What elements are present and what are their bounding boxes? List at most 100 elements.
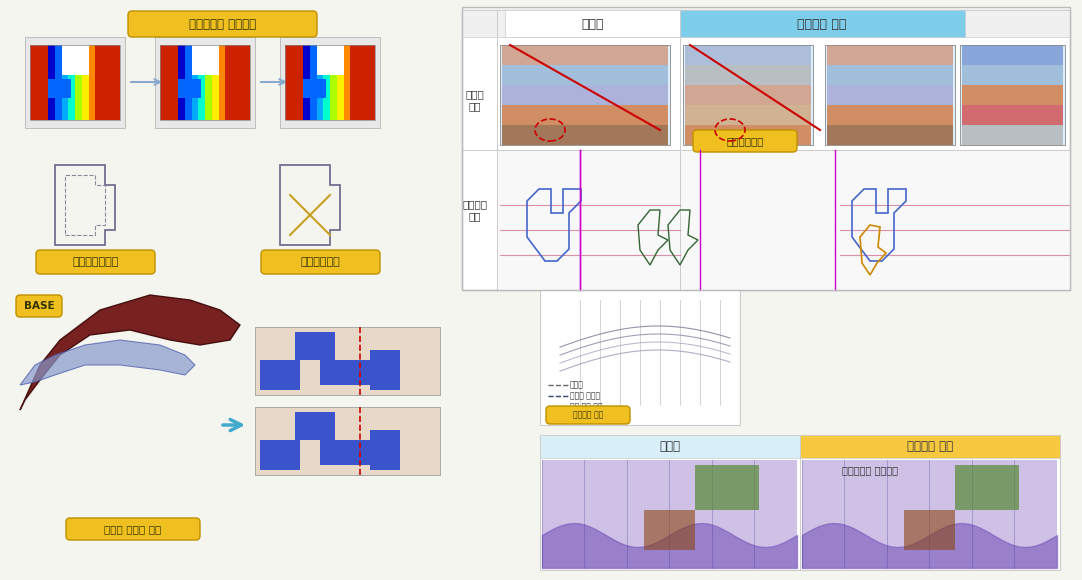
Text: 최적단면형상: 최적단면형상 — [301, 257, 341, 267]
Bar — [500, 45, 670, 145]
Bar — [343, 45, 351, 120]
Bar — [232, 45, 250, 120]
Bar — [212, 45, 219, 120]
Text: BASE: BASE — [24, 301, 54, 311]
Bar — [303, 45, 311, 120]
Bar — [685, 125, 812, 145]
Bar — [48, 79, 70, 97]
Bar — [309, 45, 317, 120]
Polygon shape — [19, 295, 240, 410]
Text: 최적화 수렴값: 최적화 수렴값 — [570, 392, 601, 401]
Bar — [462, 10, 1070, 37]
Bar — [179, 79, 200, 97]
Bar — [30, 45, 120, 120]
Bar — [255, 407, 440, 475]
Bar — [800, 435, 1060, 458]
Bar — [827, 125, 953, 145]
Bar — [370, 430, 400, 470]
Bar — [179, 45, 185, 120]
Bar — [683, 45, 813, 145]
Bar — [695, 465, 758, 510]
Bar — [198, 45, 206, 120]
Bar — [55, 45, 62, 120]
Bar — [903, 510, 955, 550]
Bar — [68, 45, 76, 120]
Bar — [160, 45, 179, 120]
Bar — [824, 45, 955, 145]
Bar — [802, 460, 1057, 568]
Bar — [285, 45, 375, 120]
Text: 사이드실
변형: 사이드실 변형 — [462, 199, 488, 221]
Bar — [320, 440, 370, 465]
Bar — [285, 45, 303, 120]
Bar — [685, 45, 812, 65]
FancyBboxPatch shape — [16, 295, 62, 317]
Bar — [225, 45, 233, 120]
Bar — [357, 45, 375, 120]
Bar — [502, 105, 668, 125]
Text: 베이스대비 변형감소: 베이스대비 변형감소 — [842, 465, 898, 475]
Text: 베이스: 베이스 — [582, 17, 604, 31]
FancyBboxPatch shape — [546, 406, 630, 424]
Bar — [89, 45, 95, 120]
Bar — [962, 85, 1063, 105]
Bar — [540, 435, 800, 458]
Bar — [303, 79, 326, 97]
Bar — [337, 45, 344, 120]
Bar — [330, 45, 338, 120]
Bar — [219, 45, 226, 120]
Bar — [827, 85, 953, 105]
Bar — [324, 45, 330, 120]
Bar — [317, 45, 343, 75]
Bar — [502, 85, 668, 105]
Bar — [962, 125, 1063, 145]
Bar — [185, 45, 192, 120]
Bar — [102, 45, 120, 120]
Bar — [320, 360, 370, 385]
Bar — [82, 45, 89, 120]
Bar — [502, 125, 668, 145]
FancyBboxPatch shape — [66, 518, 200, 540]
Bar — [962, 105, 1063, 125]
Bar — [962, 45, 1063, 65]
Text: 위상최적화 수렴과정: 위상최적화 수렴과정 — [189, 17, 256, 31]
FancyBboxPatch shape — [692, 130, 797, 152]
Text: 이전값: 이전값 — [570, 380, 584, 390]
Text: 최적 대비 변위: 최적 대비 변위 — [570, 403, 603, 411]
Bar — [497, 150, 1070, 290]
Text: 베이스단면형상: 베이스단면형상 — [72, 257, 119, 267]
Bar — [685, 65, 812, 85]
Bar — [502, 45, 668, 65]
Bar — [960, 45, 1065, 145]
Bar — [62, 45, 89, 75]
Bar — [260, 440, 300, 470]
Bar — [295, 412, 335, 440]
Bar — [25, 37, 126, 128]
Bar — [370, 350, 400, 390]
Bar — [192, 45, 219, 75]
Bar — [827, 65, 953, 85]
Text: 최적단면 적용: 최적단면 적용 — [797, 17, 847, 31]
FancyBboxPatch shape — [261, 250, 380, 274]
Bar — [351, 45, 357, 120]
Text: 최적단면 적용: 최적단면 적용 — [907, 440, 953, 454]
Bar — [192, 45, 199, 120]
Bar — [679, 10, 965, 37]
Bar — [95, 45, 103, 120]
Bar — [204, 45, 212, 120]
Text: 단면변형비교: 단면변형비교 — [726, 136, 764, 146]
Bar — [317, 45, 324, 120]
Bar — [155, 37, 255, 128]
Bar — [827, 105, 953, 125]
Bar — [644, 510, 695, 550]
Bar — [255, 327, 440, 395]
Bar — [685, 85, 812, 105]
Bar — [824, 45, 955, 145]
Bar — [62, 45, 69, 120]
Bar — [462, 10, 1070, 290]
Bar — [160, 45, 250, 120]
FancyBboxPatch shape — [36, 250, 155, 274]
Bar — [462, 7, 1070, 290]
Bar — [48, 45, 55, 120]
Bar — [540, 435, 1060, 570]
